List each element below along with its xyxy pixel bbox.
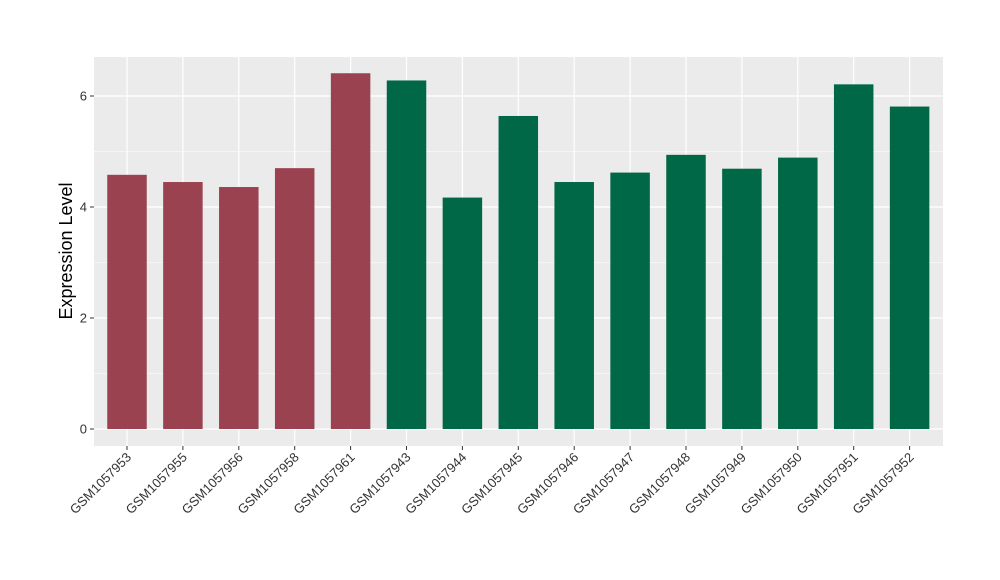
y-tick-label: 4 — [80, 200, 87, 215]
bar — [610, 172, 650, 429]
bar — [889, 106, 930, 430]
bar — [274, 168, 315, 429]
bar — [666, 154, 706, 429]
x-axis: GSM1057953GSM1057955GSM1057956GSM1057958… — [67, 446, 917, 517]
y-axis-title: Expression Level — [56, 182, 76, 319]
bar — [554, 182, 594, 429]
bar — [778, 157, 818, 430]
bar — [386, 80, 427, 430]
bar — [442, 197, 483, 429]
bar — [833, 84, 874, 429]
y-tick-label: 6 — [80, 89, 87, 104]
y-axis: 0 2 4 6 — [80, 89, 94, 437]
bar — [163, 182, 203, 429]
bar — [722, 168, 762, 429]
bar — [330, 73, 371, 430]
y-tick-label: 0 — [80, 422, 87, 437]
y-tick-label: 2 — [80, 311, 87, 326]
bar — [107, 174, 147, 429]
bar — [498, 115, 539, 429]
bars — [107, 73, 930, 430]
bar — [219, 187, 259, 429]
